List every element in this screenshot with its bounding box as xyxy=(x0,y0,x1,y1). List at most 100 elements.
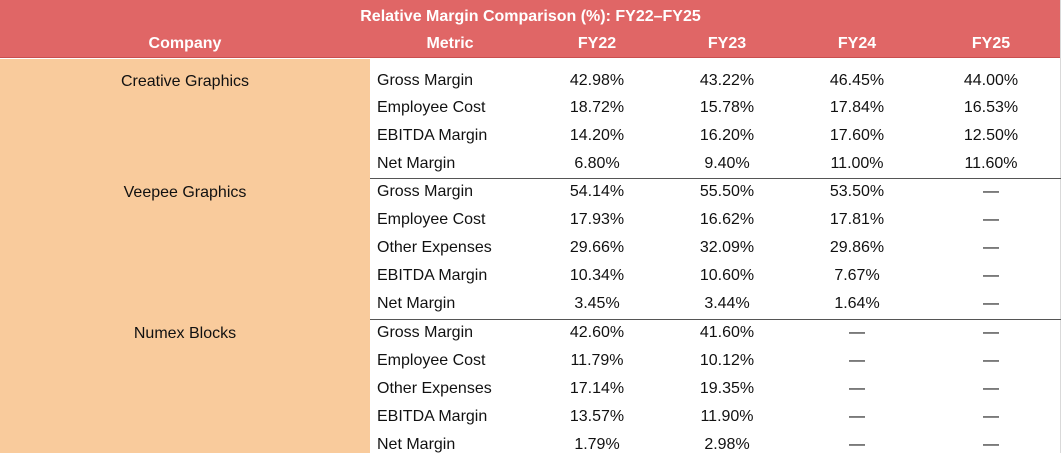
fy22-value-cell: 10.34% xyxy=(569,267,625,284)
fy24-value-cell: 1.64% xyxy=(834,295,880,312)
table-row: EBITDA Margin 14.20% 16.20% 17.60% 12.50% xyxy=(370,122,1061,150)
fy25-value-cell: — xyxy=(983,239,999,256)
table-title: Relative Margin Comparison (%): FY22–FY2… xyxy=(360,8,701,25)
metric-cell: Net Margin xyxy=(377,295,456,312)
fy25-value-cell: — xyxy=(983,183,999,200)
fy24-value-cell: 7.67% xyxy=(834,267,880,284)
metric-cell: Net Margin xyxy=(377,436,456,453)
metric-cell: EBITDA Margin xyxy=(377,267,488,284)
fy22-value-cell: 1.79% xyxy=(574,436,620,453)
fy23-value-cell: 10.12% xyxy=(699,352,755,369)
fy25-value-cell: — xyxy=(983,295,999,312)
fy23-value-cell: 10.60% xyxy=(699,267,755,284)
group-separator xyxy=(0,178,1061,179)
fy22-value-cell: 11.79% xyxy=(570,352,624,369)
table-row: Gross Margin 42.60% 41.60% — — xyxy=(370,319,1061,347)
fy25-value-cell: — xyxy=(983,436,999,453)
column-header-metric: Metric xyxy=(426,35,474,52)
fy25-value-cell: — xyxy=(983,324,999,341)
table-row: Employee Cost 18.72% 15.78% 17.84% 16.53% xyxy=(370,94,1061,122)
fy22-value-cell: 6.80% xyxy=(574,155,620,172)
column-header-fy25: FY25 xyxy=(971,35,1011,52)
column-header-fy22: FY22 xyxy=(577,35,617,52)
fy24-value-cell: 53.50% xyxy=(829,183,885,200)
fy23-value-cell: 32.09% xyxy=(699,239,755,256)
company-name: Creative Graphics xyxy=(120,73,250,90)
fy22-value-cell: 42.60% xyxy=(569,324,625,341)
fy24-value-cell: — xyxy=(849,380,865,397)
fy22-value-cell: 17.93% xyxy=(569,211,625,228)
metric-cell: Gross Margin xyxy=(377,324,474,341)
fy23-value-cell: 19.35% xyxy=(699,380,755,397)
metric-cell: Gross Margin xyxy=(377,183,474,200)
fy22-value-cell: 29.66% xyxy=(569,239,625,256)
fy25-value-cell: — xyxy=(983,380,999,397)
company-name: Veepee Graphics xyxy=(123,184,247,201)
column-header-company: Company xyxy=(148,35,222,52)
fy22-value-cell: 3.45% xyxy=(574,295,620,312)
table-row: EBITDA Margin 13.57% 11.90% — — xyxy=(370,403,1061,431)
fy24-value-cell: — xyxy=(849,352,865,369)
fy25-value-cell: — xyxy=(983,211,999,228)
company-cell xyxy=(0,319,370,453)
fy23-value-cell: 16.62% xyxy=(699,211,755,228)
fy25-value-cell: — xyxy=(983,408,999,425)
table-row: Gross Margin 42.98% 43.22% 46.45% 44.00% xyxy=(370,67,1061,95)
fy25-value-cell: 11.60% xyxy=(964,155,1018,172)
fy23-value-cell: 2.98% xyxy=(704,436,750,453)
metric-cell: EBITDA Margin xyxy=(377,408,488,425)
table-row: Employee Cost 11.79% 10.12% — — xyxy=(370,347,1061,375)
fy23-value-cell: 41.60% xyxy=(699,324,755,341)
group-separator xyxy=(0,319,1061,320)
fy24-value-cell: 29.86% xyxy=(829,239,885,256)
fy25-value-cell: — xyxy=(983,352,999,369)
fy24-value-cell: 17.60% xyxy=(829,127,885,144)
table-row: Other Expenses 29.66% 32.09% 29.86% — xyxy=(370,234,1061,262)
fy24-value-cell: — xyxy=(849,408,865,425)
company-cell xyxy=(0,59,370,178)
fy22-value-cell: 17.14% xyxy=(569,380,625,397)
table-row: Employee Cost 17.93% 16.62% 17.81% — xyxy=(370,206,1061,234)
table-row: Net Margin 6.80% 9.40% 11.00% 11.60% xyxy=(370,150,1061,178)
fy23-value-cell: 16.20% xyxy=(699,127,755,144)
fy24-value-cell: 46.45% xyxy=(829,72,885,89)
table-row: EBITDA Margin 10.34% 10.60% 7.67% — xyxy=(370,262,1061,290)
metric-cell: Gross Margin xyxy=(377,72,474,89)
fy25-value-cell: — xyxy=(983,267,999,284)
fy25-value-cell: 44.00% xyxy=(963,72,1019,89)
table-row: Net Margin 3.45% 3.44% 1.64% — xyxy=(370,290,1061,318)
column-header-fy24: FY24 xyxy=(837,35,877,52)
fy23-value-cell: 43.22% xyxy=(699,72,755,89)
fy22-value-cell: 18.72% xyxy=(569,99,625,116)
fy22-value-cell: 42.98% xyxy=(569,72,625,89)
fy22-value-cell: 13.57% xyxy=(569,408,625,425)
fy24-value-cell: — xyxy=(849,324,865,341)
fy24-value-cell: 17.84% xyxy=(829,99,885,116)
fy23-value-cell: 9.40% xyxy=(704,155,750,172)
company-name: Numex Blocks xyxy=(133,325,237,342)
fy25-value-cell: 16.53% xyxy=(963,99,1019,116)
metric-cell: Other Expenses xyxy=(377,380,492,397)
fy23-value-cell: 55.50% xyxy=(699,183,755,200)
fy24-value-cell: 11.00% xyxy=(830,155,884,172)
fy25-value-cell: 12.50% xyxy=(963,127,1019,144)
table-row: Net Margin 1.79% 2.98% — — xyxy=(370,431,1061,459)
fy24-value-cell: — xyxy=(849,436,865,453)
table-row: Other Expenses 17.14% 19.35% — — xyxy=(370,375,1061,403)
fy23-value-cell: 15.78% xyxy=(699,99,755,116)
fy22-value-cell: 14.20% xyxy=(569,127,625,144)
column-header-fy23: FY23 xyxy=(707,35,747,52)
fy23-value-cell: 3.44% xyxy=(704,295,750,312)
metric-cell: Other Expenses xyxy=(377,239,492,256)
metric-cell: EBITDA Margin xyxy=(377,127,488,144)
fy24-value-cell: 17.81% xyxy=(829,211,885,228)
table-header-band: Relative Margin Comparison (%): FY22–FY2… xyxy=(0,0,1061,58)
metric-cell: Employee Cost xyxy=(377,99,486,116)
metric-cell: Employee Cost xyxy=(377,352,486,369)
fy22-value-cell: 54.14% xyxy=(569,183,625,200)
company-cell xyxy=(0,178,370,319)
fy23-value-cell: 11.90% xyxy=(700,408,754,425)
table-row: Gross Margin 54.14% 55.50% 53.50% — xyxy=(370,178,1061,206)
metric-cell: Net Margin xyxy=(377,155,456,172)
